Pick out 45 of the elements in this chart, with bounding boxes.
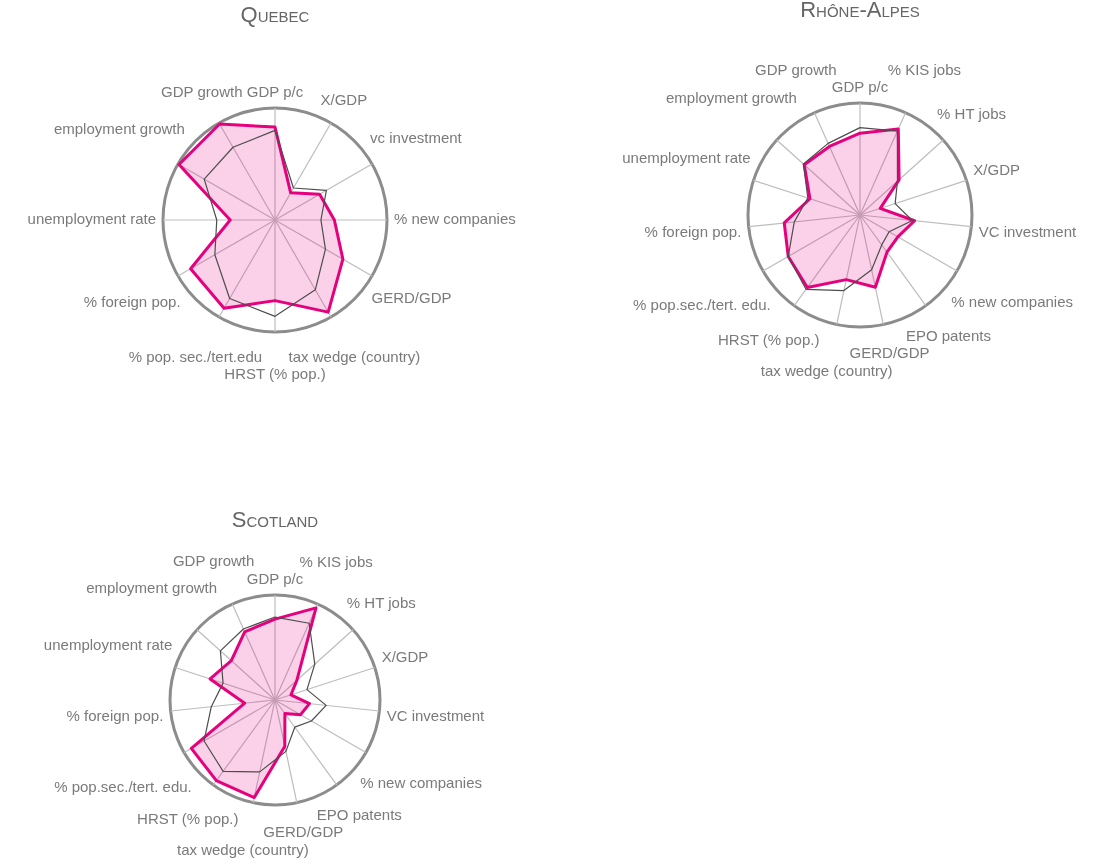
spoke-label: employment growth — [53, 120, 185, 138]
spoke-label: GDP growth — [172, 552, 255, 570]
spoke-label: HRST (% pop.) — [717, 330, 820, 348]
spoke-label: GDP growth — [755, 60, 837, 78]
spoke-label: employment growth — [86, 579, 218, 597]
chart-title: Rhône-Alpes — [799, 0, 921, 24]
spoke-label: vc investment — [370, 128, 463, 146]
chart-title: Scotland — [230, 506, 320, 534]
spoke-label: % new companies — [360, 774, 482, 792]
spoke-label: HRST (% pop.) — [224, 365, 326, 383]
spoke-label: VC investment — [386, 707, 486, 725]
spoke-label: unemployment rate — [27, 210, 156, 228]
spoke-label: % foreign pop. — [66, 706, 164, 724]
spoke-label: VC investment — [978, 222, 1078, 240]
spoke-label: % new companies — [951, 293, 1074, 310]
spoke-label: GDP growth — [161, 83, 243, 101]
spoke-label: % HT jobs — [937, 104, 1006, 122]
chart-title: Quebec — [239, 1, 311, 29]
spoke-label: EPO patents — [905, 326, 991, 344]
spoke-label: employment growth — [665, 89, 797, 107]
spoke-label: tax wedge (country) — [288, 347, 421, 365]
spoke-label: HRST (% pop.) — [137, 810, 239, 828]
spoke-label: % pop.sec./tert. edu. — [633, 296, 771, 314]
spoke-label: tax wedge (country) — [760, 362, 893, 380]
spoke-label: EPO patents — [316, 806, 402, 824]
spoke-label: unemployment rate — [622, 148, 751, 166]
spoke-label: % new companies — [394, 210, 516, 228]
spoke-label: % KIS jobs — [887, 60, 962, 78]
spoke-label: % foreign pop. — [83, 292, 181, 310]
spoke-label: tax wedge (country) — [177, 841, 309, 859]
spoke-label: % pop. sec./tert.edu — [128, 348, 263, 366]
spoke-label: % KIS jobs — [299, 552, 373, 570]
spoke-label: X/GDP — [381, 647, 429, 665]
spoke-label: % foreign pop. — [644, 222, 742, 240]
spoke-label: GERD/GDP — [371, 288, 452, 306]
spoke-label: GERD/GDP — [849, 344, 930, 362]
spoke-label: unemployment rate — [43, 635, 173, 653]
spoke-label: GERD/GDP — [263, 823, 344, 841]
spoke-label: GDP p/c — [246, 570, 304, 588]
spoke-label: X/GDP — [320, 90, 368, 108]
spoke-label: % HT jobs — [346, 594, 416, 612]
spoke-label: X/GDP — [973, 160, 1020, 178]
spoke-label: GDP p/c — [831, 78, 889, 96]
spoke-label: % pop.sec./tert. edu. — [54, 777, 192, 795]
spoke-label: GDP p/c — [246, 83, 304, 101]
